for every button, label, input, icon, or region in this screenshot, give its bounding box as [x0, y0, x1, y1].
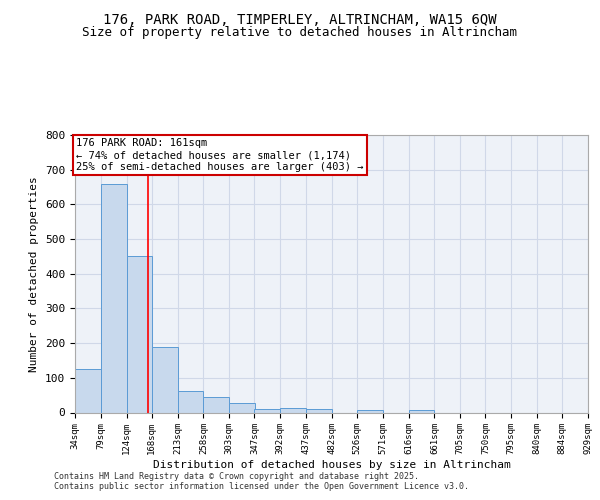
- Bar: [306, 409, 332, 412]
- Bar: [127, 256, 152, 412]
- Text: Size of property relative to detached houses in Altrincham: Size of property relative to detached ho…: [83, 26, 517, 39]
- Text: Contains HM Land Registry data © Crown copyright and database right 2025.: Contains HM Land Registry data © Crown c…: [54, 472, 419, 481]
- X-axis label: Distribution of detached houses by size in Altrincham: Distribution of detached houses by size …: [152, 460, 511, 470]
- Y-axis label: Number of detached properties: Number of detached properties: [29, 176, 40, 372]
- Text: Contains public sector information licensed under the Open Government Licence v3: Contains public sector information licen…: [54, 482, 469, 491]
- Text: 176, PARK ROAD, TIMPERLEY, ALTRINCHAM, WA15 6QW: 176, PARK ROAD, TIMPERLEY, ALTRINCHAM, W…: [103, 12, 497, 26]
- Bar: [280, 408, 306, 412]
- Bar: [229, 403, 255, 412]
- Text: 176 PARK ROAD: 161sqm
← 74% of detached houses are smaller (1,174)
25% of semi-d: 176 PARK ROAD: 161sqm ← 74% of detached …: [76, 138, 364, 172]
- Bar: [409, 410, 434, 412]
- Bar: [75, 369, 101, 412]
- Bar: [101, 184, 127, 412]
- Bar: [357, 410, 383, 412]
- Bar: [254, 409, 280, 412]
- Bar: [178, 390, 203, 412]
- Bar: [203, 396, 229, 412]
- Bar: [152, 346, 178, 412]
